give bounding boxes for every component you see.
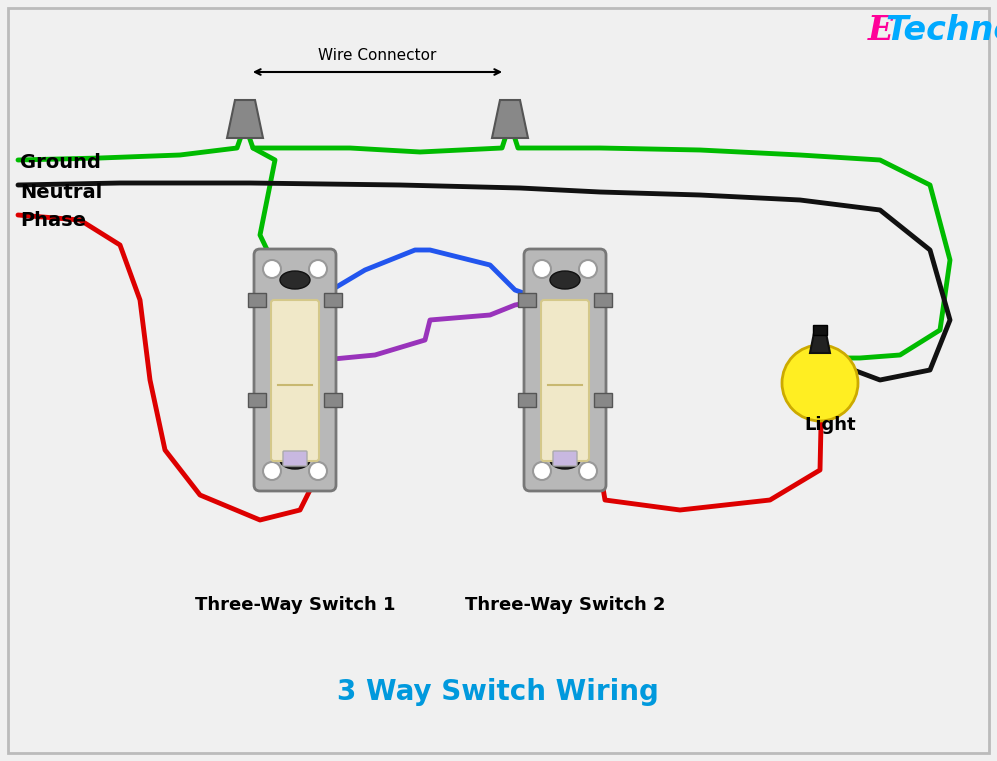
Bar xyxy=(324,393,342,407)
Bar xyxy=(248,393,266,407)
FancyBboxPatch shape xyxy=(254,249,336,491)
Text: Three-Way Switch 2: Three-Way Switch 2 xyxy=(465,596,665,614)
Circle shape xyxy=(533,260,551,278)
Circle shape xyxy=(579,462,597,480)
Polygon shape xyxy=(810,333,830,353)
Ellipse shape xyxy=(550,271,580,289)
Text: Neutral: Neutral xyxy=(20,183,103,202)
Circle shape xyxy=(309,260,327,278)
Bar xyxy=(518,393,536,407)
Text: 3 Way Switch Wiring: 3 Way Switch Wiring xyxy=(337,678,659,706)
Bar xyxy=(594,393,612,407)
Circle shape xyxy=(533,462,551,480)
Circle shape xyxy=(263,260,281,278)
Text: Wire Connector: Wire Connector xyxy=(318,47,437,62)
Text: Phase: Phase xyxy=(20,211,86,230)
Circle shape xyxy=(263,462,281,480)
FancyBboxPatch shape xyxy=(271,300,319,461)
FancyBboxPatch shape xyxy=(553,451,577,466)
FancyBboxPatch shape xyxy=(541,300,589,461)
Bar xyxy=(248,293,266,307)
Circle shape xyxy=(560,315,570,325)
Circle shape xyxy=(579,260,597,278)
Circle shape xyxy=(290,315,300,325)
Text: Light: Light xyxy=(805,416,855,434)
Bar xyxy=(518,293,536,307)
FancyBboxPatch shape xyxy=(283,451,307,466)
Ellipse shape xyxy=(550,451,580,469)
Bar xyxy=(594,293,612,307)
FancyBboxPatch shape xyxy=(524,249,606,491)
Text: TechnoG: TechnoG xyxy=(885,14,997,46)
Polygon shape xyxy=(227,100,263,138)
Text: Ground: Ground xyxy=(20,152,101,171)
Polygon shape xyxy=(492,100,528,138)
Circle shape xyxy=(309,462,327,480)
Text: E: E xyxy=(868,14,893,46)
Bar xyxy=(324,293,342,307)
Bar xyxy=(813,325,827,335)
Ellipse shape xyxy=(280,451,310,469)
Text: Three-Way Switch 1: Three-Way Switch 1 xyxy=(194,596,395,614)
Circle shape xyxy=(782,345,858,421)
Ellipse shape xyxy=(280,271,310,289)
